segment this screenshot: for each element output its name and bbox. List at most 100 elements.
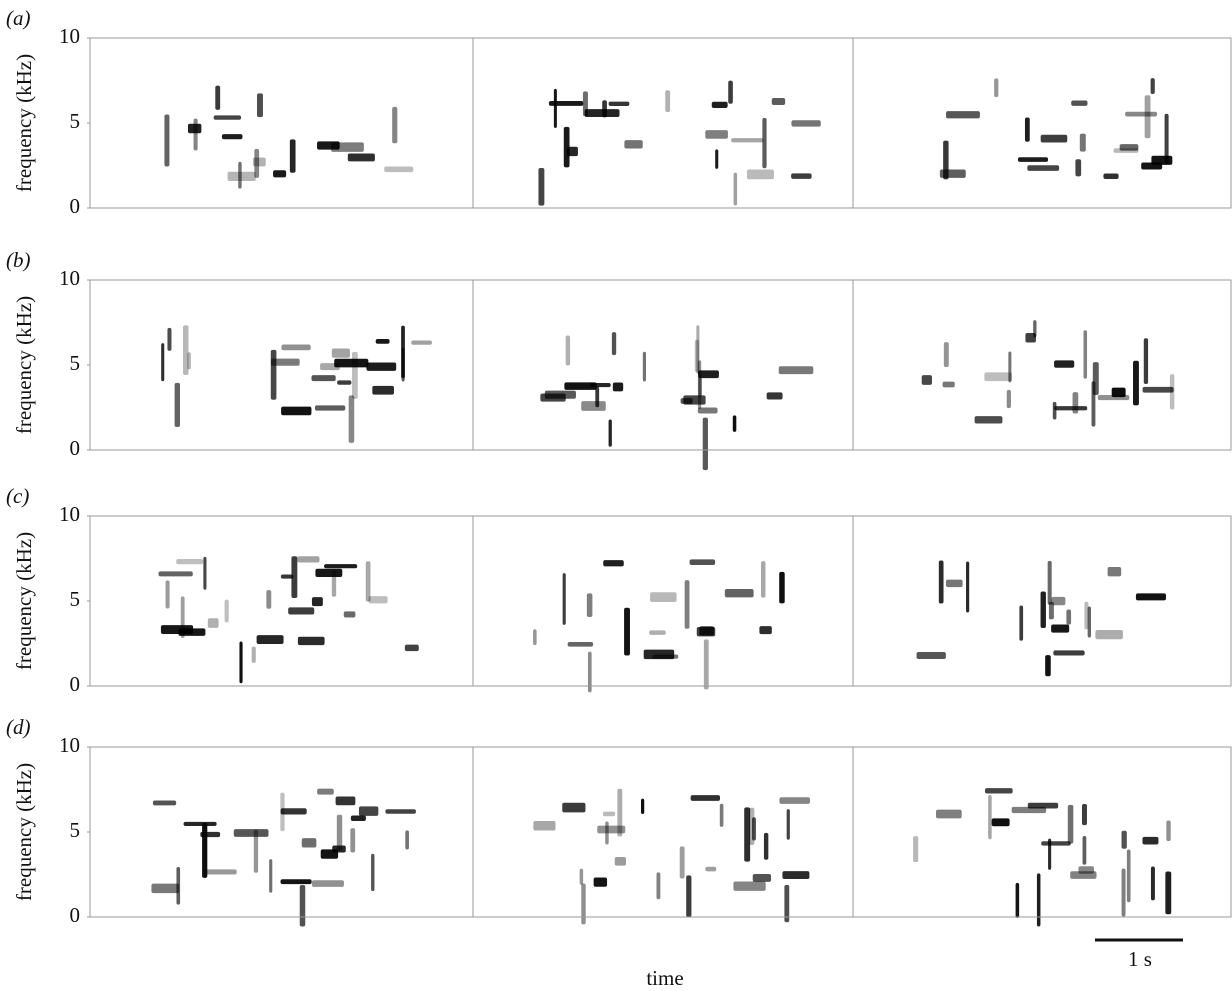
y-axis-label: frequency (kHz) xyxy=(12,532,36,670)
syllable xyxy=(1136,593,1166,600)
syllable xyxy=(161,343,164,381)
syllable xyxy=(533,629,537,645)
syllable xyxy=(566,335,570,365)
syllable xyxy=(166,580,170,608)
syllable xyxy=(731,138,763,142)
syllable xyxy=(609,419,612,446)
syllable xyxy=(366,362,396,370)
syllable xyxy=(580,869,583,885)
syllable xyxy=(705,867,716,872)
syllable xyxy=(281,879,312,884)
syllable xyxy=(791,120,820,126)
syllable xyxy=(779,572,785,603)
syllable xyxy=(405,645,419,652)
syllable xyxy=(562,803,585,813)
syllable xyxy=(402,348,405,382)
syllable xyxy=(348,154,375,162)
syllable xyxy=(366,561,371,601)
syllable xyxy=(1019,605,1023,640)
syllable xyxy=(549,101,583,106)
syllable xyxy=(1098,395,1130,400)
syllable xyxy=(254,830,258,873)
syllable xyxy=(234,829,269,837)
syllable xyxy=(704,639,709,689)
syllable xyxy=(613,382,623,391)
syllable xyxy=(791,173,811,178)
syllable xyxy=(352,352,358,399)
syllable xyxy=(946,111,980,118)
syllable xyxy=(271,350,277,400)
syllable xyxy=(214,115,241,119)
syllable xyxy=(779,366,814,374)
syllable xyxy=(222,134,243,139)
syllable xyxy=(320,363,340,370)
spectrogram xyxy=(151,788,1171,926)
syllable xyxy=(1080,134,1086,152)
syllable xyxy=(624,140,642,148)
syllable xyxy=(568,642,593,647)
syllable xyxy=(411,341,432,345)
syllable xyxy=(567,147,578,156)
syllable xyxy=(612,332,616,355)
spectrogram xyxy=(161,320,1174,470)
syllable xyxy=(1012,807,1046,813)
syllable xyxy=(1092,381,1096,426)
syllable xyxy=(1054,406,1087,410)
syllable xyxy=(747,170,774,180)
syllable xyxy=(344,611,356,617)
syllable xyxy=(720,804,724,827)
syllable xyxy=(1151,78,1155,94)
syllable xyxy=(336,796,356,805)
syllable xyxy=(257,635,284,644)
syllable xyxy=(609,102,630,106)
syllable xyxy=(298,637,325,645)
syllable xyxy=(184,822,217,826)
syllable xyxy=(1018,157,1048,162)
spectrogram xyxy=(164,78,1172,205)
syllable xyxy=(581,401,606,411)
syllable xyxy=(392,107,397,143)
syllable xyxy=(587,593,593,617)
syllable xyxy=(696,325,699,374)
syllable xyxy=(280,793,284,832)
syllable xyxy=(665,90,670,112)
syllable xyxy=(372,386,394,395)
syllable xyxy=(943,141,948,180)
syllable xyxy=(733,882,765,891)
syllable xyxy=(332,571,336,597)
syllable xyxy=(597,826,625,834)
syllable xyxy=(782,871,809,879)
syllable xyxy=(1095,630,1123,639)
y-tick-label: 0 xyxy=(70,903,81,927)
syllable xyxy=(1144,338,1148,384)
syllable xyxy=(984,372,1012,381)
syllable xyxy=(715,149,718,168)
syllable xyxy=(1083,330,1087,379)
y-tick-label: 5 xyxy=(70,351,81,375)
syllable xyxy=(585,109,620,117)
syllable xyxy=(269,859,272,893)
syllable xyxy=(1122,868,1126,916)
syllable xyxy=(643,352,646,382)
syllable xyxy=(153,800,176,805)
syllable xyxy=(239,642,242,684)
syllable xyxy=(317,141,340,149)
syllable xyxy=(538,168,544,206)
syllable xyxy=(1008,352,1011,383)
syllable xyxy=(767,392,783,399)
syllable xyxy=(1114,148,1139,153)
syllable xyxy=(350,828,355,852)
panel-label: (a) xyxy=(6,6,31,30)
syllable xyxy=(253,157,266,166)
syllable xyxy=(337,380,351,384)
syllable xyxy=(384,167,413,173)
y-tick-label: 10 xyxy=(59,24,80,48)
syllable xyxy=(686,875,691,917)
syllable xyxy=(167,328,171,351)
syllable xyxy=(1151,867,1155,901)
syllable xyxy=(1053,402,1057,420)
syllable xyxy=(946,580,963,587)
syllable xyxy=(1083,836,1087,865)
syllable xyxy=(1141,163,1162,170)
y-tick-label: 0 xyxy=(70,436,81,460)
